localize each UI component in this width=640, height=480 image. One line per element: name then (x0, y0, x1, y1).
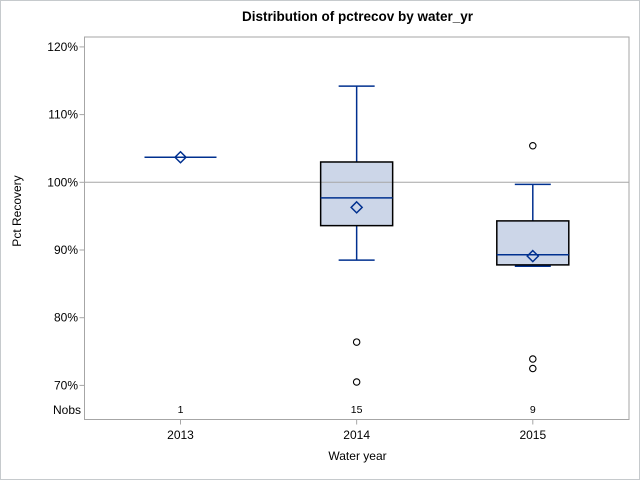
x-tick-label-2013: 2013 (167, 428, 194, 442)
outlier-2015-0 (529, 141, 537, 150)
box-border-2015 (496, 220, 570, 266)
x-tick-label-2014: 2014 (343, 428, 370, 442)
y-tick-label-120: 120% (47, 40, 78, 54)
y-axis-label: Pct Recovery (10, 175, 24, 247)
box-fill-2014 (320, 161, 393, 226)
nobs-value-2013: 1 (178, 404, 184, 416)
outlier-2015-2 (529, 364, 537, 373)
x-axis-label: Water year (328, 449, 387, 463)
mean-diamond-2015 (526, 249, 540, 263)
nobs-value-2014: 15 (351, 404, 363, 416)
outlier-2014-1 (352, 378, 361, 386)
box-border-2014 (319, 161, 394, 227)
y-tick-label-80: 80% (54, 311, 78, 325)
nobs-row-label: Nobs (52, 403, 81, 417)
outlier-2015-1 (529, 355, 537, 363)
mean-diamond-2014 (350, 200, 364, 214)
mean-diamond-2013 (173, 150, 188, 164)
y-tick-label-90: 90% (54, 243, 78, 257)
box-fill-2015 (496, 220, 569, 265)
chart-title: Distribution of pctrecov by water_yr (241, 9, 474, 24)
x-tick-label-2015: 2015 (519, 428, 546, 442)
outlier-2014-0 (352, 338, 361, 346)
y-tick-label-70: 70% (54, 378, 78, 392)
y-tick-label-110: 110% (48, 108, 78, 122)
y-tick-label-100: 100% (47, 175, 78, 189)
nobs-value-2015: 9 (530, 404, 536, 416)
